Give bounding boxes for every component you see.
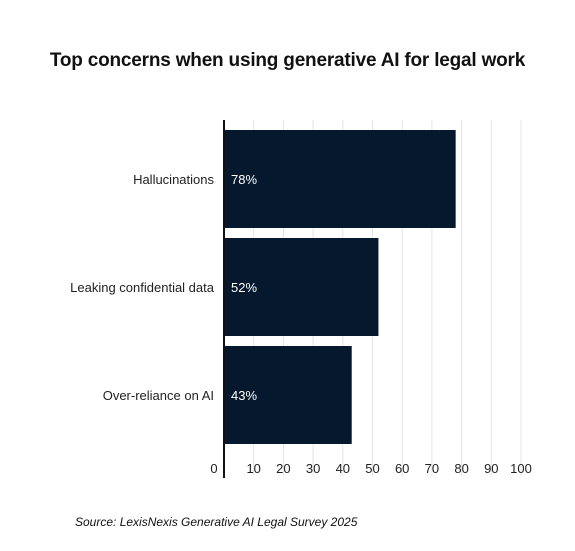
- x-tick-label: 0: [210, 461, 217, 476]
- x-tick-label: 60: [395, 461, 409, 476]
- bar: [224, 130, 456, 228]
- category-label: Hallucinations: [133, 172, 214, 187]
- x-tick-label: 40: [336, 461, 350, 476]
- data-label: 78%: [231, 172, 257, 187]
- x-tick-label: 30: [306, 461, 320, 476]
- category-label: Over-reliance on AI: [103, 388, 214, 403]
- chart-title: Top concerns when using generative AI fo…: [49, 50, 526, 71]
- bar: [224, 238, 379, 336]
- bars: [224, 130, 456, 444]
- x-tick-label: 70: [425, 461, 439, 476]
- x-tick-label: 20: [276, 461, 290, 476]
- data-label: 52%: [231, 280, 257, 295]
- bar: [224, 346, 352, 444]
- x-tick-label: 90: [484, 461, 498, 476]
- x-tick-label: 10: [246, 461, 260, 476]
- axes: 0 10 20 30 40 50 60 70 80 90 100 Hallucinations 78% L…: [70, 120, 532, 478]
- category-label: Leaking confidential data: [70, 280, 215, 295]
- x-tick-label: 100: [510, 461, 532, 476]
- x-tick-label: 50: [365, 461, 379, 476]
- data-label: 43%: [231, 388, 257, 403]
- source-note: Source: LexisNexis Generative AI Legal S…: [75, 515, 358, 529]
- x-tick-label: 80: [454, 461, 468, 476]
